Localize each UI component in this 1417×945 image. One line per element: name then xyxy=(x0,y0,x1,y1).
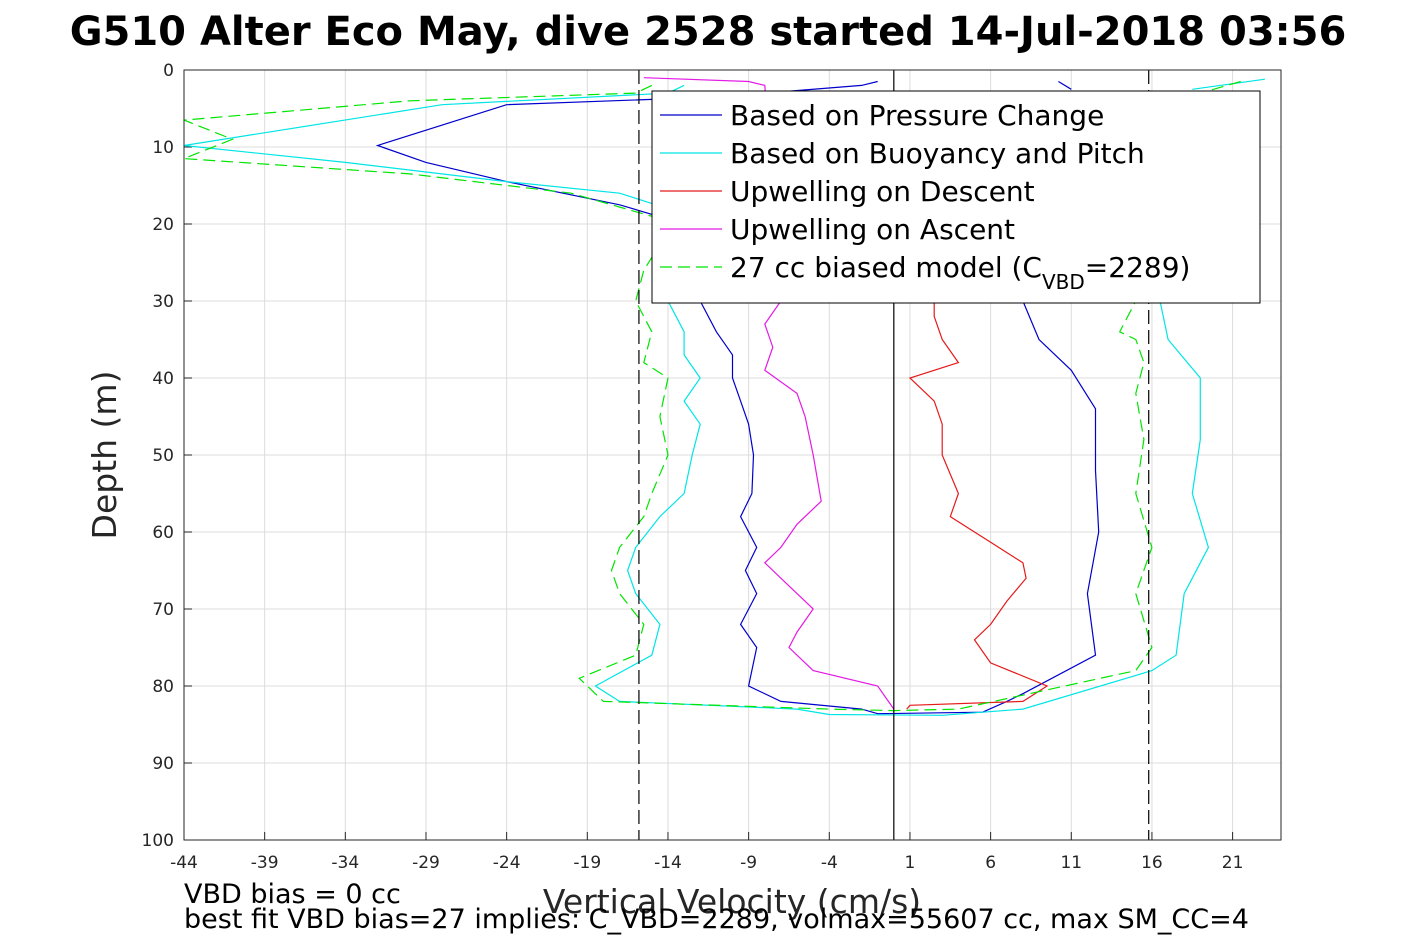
x-tick-label: -24 xyxy=(493,853,521,873)
y-tick-label: 50 xyxy=(152,446,174,466)
x-tick-label: -34 xyxy=(331,853,359,873)
y-axis-label: Depth (m) xyxy=(85,371,124,540)
x-tick-label: -39 xyxy=(251,853,279,873)
y-tick-label: 30 xyxy=(152,292,174,312)
y-tick-label: 20 xyxy=(152,215,174,235)
chart-title: G510 Alter Eco May, dive 2528 started 14… xyxy=(70,9,1347,55)
legend: Based on Pressure Change Based on Buoyanc… xyxy=(651,90,1261,304)
y-tick-label: 40 xyxy=(152,369,174,389)
y-tick-label: 100 xyxy=(142,831,174,851)
y-tick-label: 60 xyxy=(152,523,174,543)
series-line-1 xyxy=(183,84,1210,716)
legend-box xyxy=(651,90,1261,304)
y-tick-label: 0 xyxy=(163,61,174,81)
series-line-1 xyxy=(1192,78,1265,90)
x-tick-label: 21 xyxy=(1222,853,1244,873)
x-tick-labels: -44 -39 -34 -29 -24 -19 -14 -9 -4 1 6 11 16 21 xyxy=(170,853,1243,873)
y-tick-labels: 0 10 20 30 40 50 60 70 80 90 100 xyxy=(142,61,174,851)
series-layer xyxy=(183,77,1265,716)
x-tick-label: 6 xyxy=(985,853,996,873)
y-tick-label: 70 xyxy=(152,600,174,620)
y-tick-label: 90 xyxy=(152,754,174,774)
x-tick-label: 1 xyxy=(905,853,916,873)
series-line-0 xyxy=(375,80,1100,715)
legend-label: Based on Pressure Change xyxy=(730,99,1104,132)
series-line-3 xyxy=(643,77,895,710)
series-line-2 xyxy=(906,301,1049,710)
legend-label: Upwelling on Ascent xyxy=(730,213,1015,246)
x-tick-label: -14 xyxy=(654,853,682,873)
plot-area-border xyxy=(183,69,1282,841)
y-tick-label: 10 xyxy=(152,138,174,158)
x-axis-label: Vertical Velocity (cm/s) xyxy=(543,882,921,921)
legend-label: Upwelling on Descent xyxy=(730,175,1035,208)
y-tick-label: 80 xyxy=(152,677,174,697)
series-line-4 xyxy=(183,84,1153,712)
x-tick-label: 16 xyxy=(1141,853,1163,873)
series-line-4 xyxy=(1200,80,1241,94)
x-tick-label: -9 xyxy=(740,853,757,873)
legend-label: Based on Buoyancy and Pitch xyxy=(730,137,1145,170)
x-tick-label: 11 xyxy=(1060,853,1082,873)
footnote-vbd-bias: VBD bias = 0 cc xyxy=(184,879,401,910)
x-tick-label: -19 xyxy=(573,853,601,873)
x-tick-label: -44 xyxy=(170,853,198,873)
x-tick-label: -29 xyxy=(412,853,440,873)
series-line-0 xyxy=(1058,80,1072,90)
footnote-best-fit: best fit VBD bias=27 implies: C_VBD=2289… xyxy=(184,904,1249,935)
x-tick-label: -4 xyxy=(821,853,838,873)
